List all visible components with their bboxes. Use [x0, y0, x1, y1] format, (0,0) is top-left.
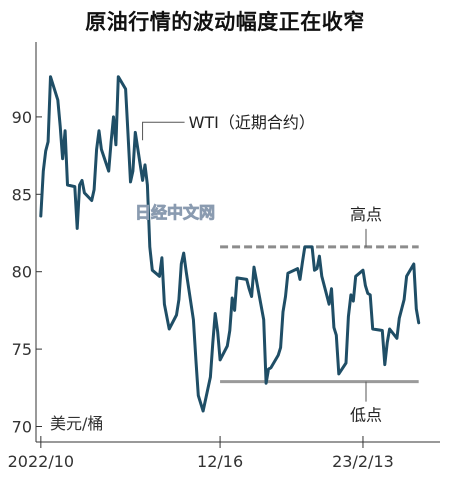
- reference-label: 低点: [350, 406, 382, 425]
- watermark: 日经中文网: [135, 203, 215, 222]
- unit-label: 美元/桶: [50, 414, 103, 433]
- x-tick-label: 12/16: [197, 452, 243, 471]
- y-tick-label: 85: [12, 185, 32, 204]
- series-line-wti: [39, 75, 421, 413]
- chart-title: 原油行情的波动幅度正在收窄: [85, 10, 365, 34]
- y-tick-label: 70: [12, 418, 32, 437]
- y-tick-label: 75: [12, 340, 32, 359]
- reference-label: 高点: [350, 205, 382, 224]
- x-tick-label: 2022/10: [8, 452, 74, 471]
- annotations-layer: WTI（近期合约）: [142, 113, 315, 141]
- y-tick-label: 90: [12, 108, 32, 127]
- annotation-leader: [142, 121, 185, 141]
- y-tick-label: 80: [12, 263, 32, 282]
- series-layer: [39, 75, 421, 413]
- annotation-label: WTI（近期合约）: [189, 113, 315, 132]
- axes: 70 75 80 85 90 2022/10 12/16 23/2/13: [8, 42, 440, 471]
- x-tick-label: 23/2/13: [332, 452, 394, 471]
